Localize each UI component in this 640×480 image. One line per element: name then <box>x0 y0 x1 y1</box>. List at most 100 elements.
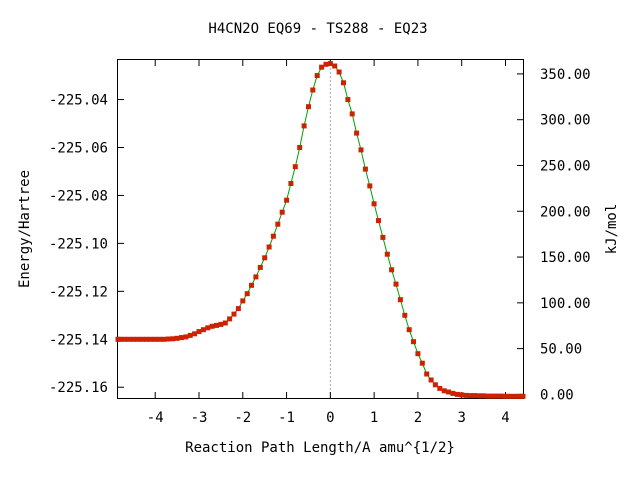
data-point <box>139 336 145 342</box>
data-point <box>489 393 495 399</box>
data-point <box>152 336 158 342</box>
y2-tick-label: 250.00 <box>540 158 591 174</box>
data-point <box>205 325 211 331</box>
y2-tick-label: 0.00 <box>540 387 574 403</box>
x-axis: -4 -3 -2 -1 0 1 2 3 4 <box>147 60 510 426</box>
data-point <box>174 335 180 341</box>
data-point <box>332 63 338 69</box>
y2-tick-label: 50.00 <box>540 342 582 358</box>
data-point <box>485 393 491 399</box>
data-point <box>209 323 215 329</box>
data-point <box>262 255 268 261</box>
y-tick-label: -225.10 <box>49 236 108 252</box>
data-point <box>419 360 425 366</box>
x-tick-label: 4 <box>501 410 509 426</box>
data-point <box>319 64 325 70</box>
data-point <box>424 371 430 377</box>
data-point <box>393 281 399 287</box>
y2-tick-label: 100.00 <box>540 296 591 312</box>
data-point <box>406 327 412 333</box>
data-point <box>503 393 508 399</box>
data-point <box>170 336 176 342</box>
data-point <box>428 377 434 383</box>
data-point <box>310 87 316 93</box>
x-tick-label: -3 <box>191 410 208 426</box>
data-point <box>446 389 452 395</box>
data-point <box>362 166 368 172</box>
y2-tick-label: 200.00 <box>540 204 591 220</box>
data-point <box>301 123 307 129</box>
data-point <box>240 298 246 304</box>
data-point <box>279 209 285 215</box>
data-point <box>476 393 482 399</box>
data-point <box>450 390 456 396</box>
data-point <box>275 221 281 227</box>
y2-tick-label: 300.00 <box>540 113 591 129</box>
data-point <box>358 147 364 153</box>
plot-frame <box>117 59 524 399</box>
data-point <box>135 336 141 342</box>
x-tick-label: 2 <box>414 410 422 426</box>
data-point <box>288 181 294 186</box>
data-point <box>222 320 228 326</box>
data-point <box>402 312 408 318</box>
data-point <box>520 393 526 399</box>
energy-data-points <box>115 61 526 399</box>
data-point <box>463 392 469 398</box>
x-axis-label: Reaction Path Length/A amu^{1/2} <box>185 440 455 456</box>
data-point <box>507 393 513 399</box>
data-point <box>354 130 360 136</box>
energy-curve-line <box>118 63 523 397</box>
y2-tick-label: 150.00 <box>540 250 591 266</box>
x-tick-label: 3 <box>457 410 465 426</box>
data-point <box>441 388 447 394</box>
data-point <box>196 329 202 335</box>
data-point <box>349 111 355 117</box>
data-point <box>257 264 263 270</box>
data-point <box>249 282 254 288</box>
data-point <box>314 73 320 79</box>
y-tick-label: -225.08 <box>49 188 108 204</box>
data-point <box>397 297 403 303</box>
data-point <box>437 385 443 391</box>
data-point <box>253 274 259 280</box>
data-point <box>376 218 381 224</box>
data-point <box>516 393 522 399</box>
y-axis-right: 0.00 50.00 100.00 150.00 200.00 250.00 300.00 3… <box>517 67 591 403</box>
chart-title: H4CN2O EQ69 - TS288 - EQ23 <box>208 21 427 37</box>
x-tick-label: -4 <box>147 410 164 426</box>
data-point <box>384 251 390 257</box>
data-point <box>227 316 233 322</box>
data-point <box>415 351 421 357</box>
data-point <box>161 336 167 342</box>
x-tick-label: 1 <box>370 410 378 426</box>
y-tick-label: -225.04 <box>49 93 108 109</box>
data-point <box>345 97 351 103</box>
data-point <box>126 336 132 342</box>
data-point <box>117 336 123 342</box>
data-point <box>130 336 136 342</box>
data-point <box>187 332 193 338</box>
y-tick-label: -225.14 <box>49 332 108 348</box>
y-axis-right-label: kJ/mol <box>604 204 620 255</box>
y-tick-label: -225.06 <box>49 140 108 156</box>
data-point <box>144 336 149 342</box>
data-point <box>297 145 303 150</box>
data-point <box>306 104 311 110</box>
data-point <box>341 80 346 86</box>
data-point <box>231 311 237 317</box>
data-point <box>494 393 500 399</box>
data-point <box>389 267 395 273</box>
x-tick-label: -2 <box>234 410 251 426</box>
data-point <box>454 391 460 397</box>
x-tick-label: 0 <box>326 410 334 426</box>
data-point <box>244 291 250 297</box>
data-point <box>165 336 171 342</box>
data-point <box>380 234 386 240</box>
data-point <box>292 164 298 170</box>
data-point <box>472 393 478 399</box>
y2-tick-label: 350.00 <box>540 67 591 83</box>
data-point <box>214 322 219 328</box>
data-point <box>459 392 465 398</box>
